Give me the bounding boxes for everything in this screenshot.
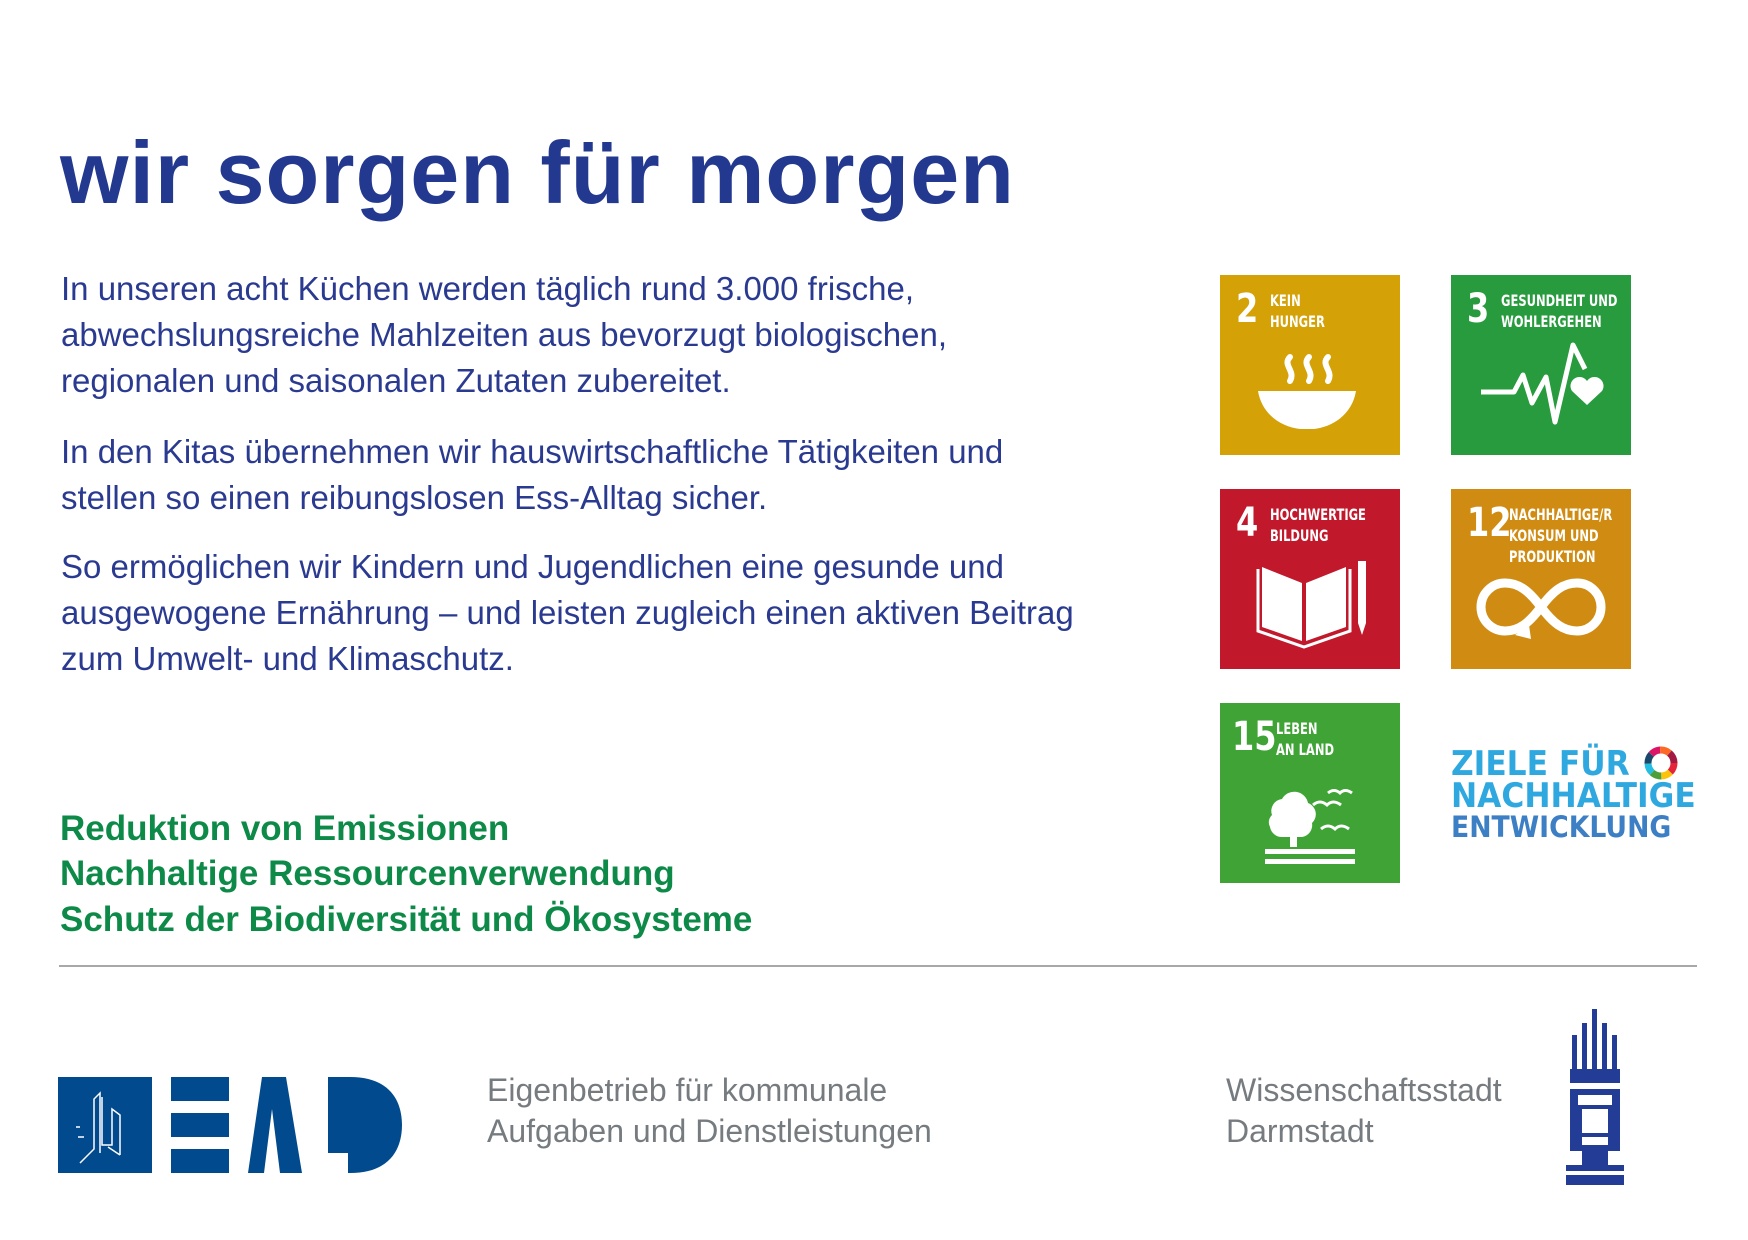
- soup-bowl-icon: [1258, 354, 1356, 429]
- intro-paragraph-nutrition: So ermöglichen wir Kindern und Jugendlic…: [61, 548, 1074, 677]
- sdg-label: AN LAND: [1276, 740, 1335, 759]
- sdg-number: 12: [1467, 500, 1512, 546]
- ead-name-line: Eigenbetrieb für kommunale: [487, 1072, 888, 1108]
- sdg-label: LEBEN: [1276, 719, 1318, 738]
- divider: [59, 965, 1697, 967]
- sdg-label: BILDUNG: [1270, 526, 1329, 545]
- sdg-number: 2: [1236, 286, 1259, 332]
- goal-resources: Nachhaltige Ressourcenverwendung: [60, 854, 675, 893]
- city-name-line: Darmstadt: [1226, 1113, 1374, 1149]
- sdg-label: HUNGER: [1270, 312, 1325, 331]
- city-name-line: Wissenschaftsstadt: [1226, 1072, 1502, 1108]
- sdg-logo: ZIELE FÜR NACHHALTIGE ENTWICKLUNG: [1451, 744, 1717, 844]
- intro-paragraph-kitchens: In unseren acht Küchen werden täglich ru…: [61, 270, 948, 399]
- tree-birds-icon: [1265, 789, 1355, 864]
- sdg-label: PRODUKTION: [1509, 547, 1596, 566]
- infinity-icon: [1476, 578, 1606, 639]
- sdg-label: NACHHALTIGE/R: [1509, 505, 1613, 524]
- ead-name-line: Aufgaben und Dienstleistungen: [487, 1113, 932, 1149]
- heartbeat-icon: [1481, 342, 1604, 425]
- sdg-label: WOHLERGEHEN: [1501, 312, 1602, 331]
- goal-biodiversity: Schutz der Biodiversität und Ökosysteme: [60, 900, 753, 939]
- sdg-tile-4: 4 HOCHWERTIGE BILDUNG: [1220, 489, 1400, 669]
- sdg-label: GESUNDHEIT UND: [1501, 291, 1618, 310]
- book-pencil-icon: [1256, 561, 1366, 649]
- sdg-logo-line: NACHHALTIGE: [1451, 776, 1696, 816]
- sdg-tile-12: 12 NACHHALTIGE/R KONSUM UND PRODUKTION: [1451, 489, 1631, 669]
- sdg-number: 4: [1236, 500, 1259, 546]
- sdg-logo-line: ZIELE FÜR: [1451, 744, 1630, 784]
- intro-paragraph-kitas: In den Kitas übernehmen wir hauswirtscha…: [61, 433, 1004, 516]
- ead-logo: [58, 1077, 402, 1173]
- goal-emissions: Reduktion von Emissionen: [60, 809, 510, 848]
- page-title: wir sorgen für morgen: [60, 123, 1015, 222]
- sdg-tile-15: 15 LEBEN AN LAND: [1220, 703, 1400, 883]
- sdg-tile-3: 3 GESUNDHEIT UND WOHLERGEHEN: [1451, 275, 1631, 455]
- sdg-label: KEIN: [1270, 291, 1301, 310]
- sdg-wheel-icon: [1644, 746, 1678, 780]
- sdg-number: 3: [1467, 286, 1490, 332]
- sdg-label: KONSUM UND: [1509, 526, 1599, 545]
- sdg-number: 15: [1232, 714, 1277, 760]
- sdg-logo-line: ENTWICKLUNG: [1451, 810, 1672, 844]
- sdg-label: HOCHWERTIGE: [1270, 505, 1366, 524]
- wedding-tower-logo: [1566, 1009, 1624, 1185]
- sdg-tile-2: 2 KEIN HUNGER: [1220, 275, 1400, 455]
